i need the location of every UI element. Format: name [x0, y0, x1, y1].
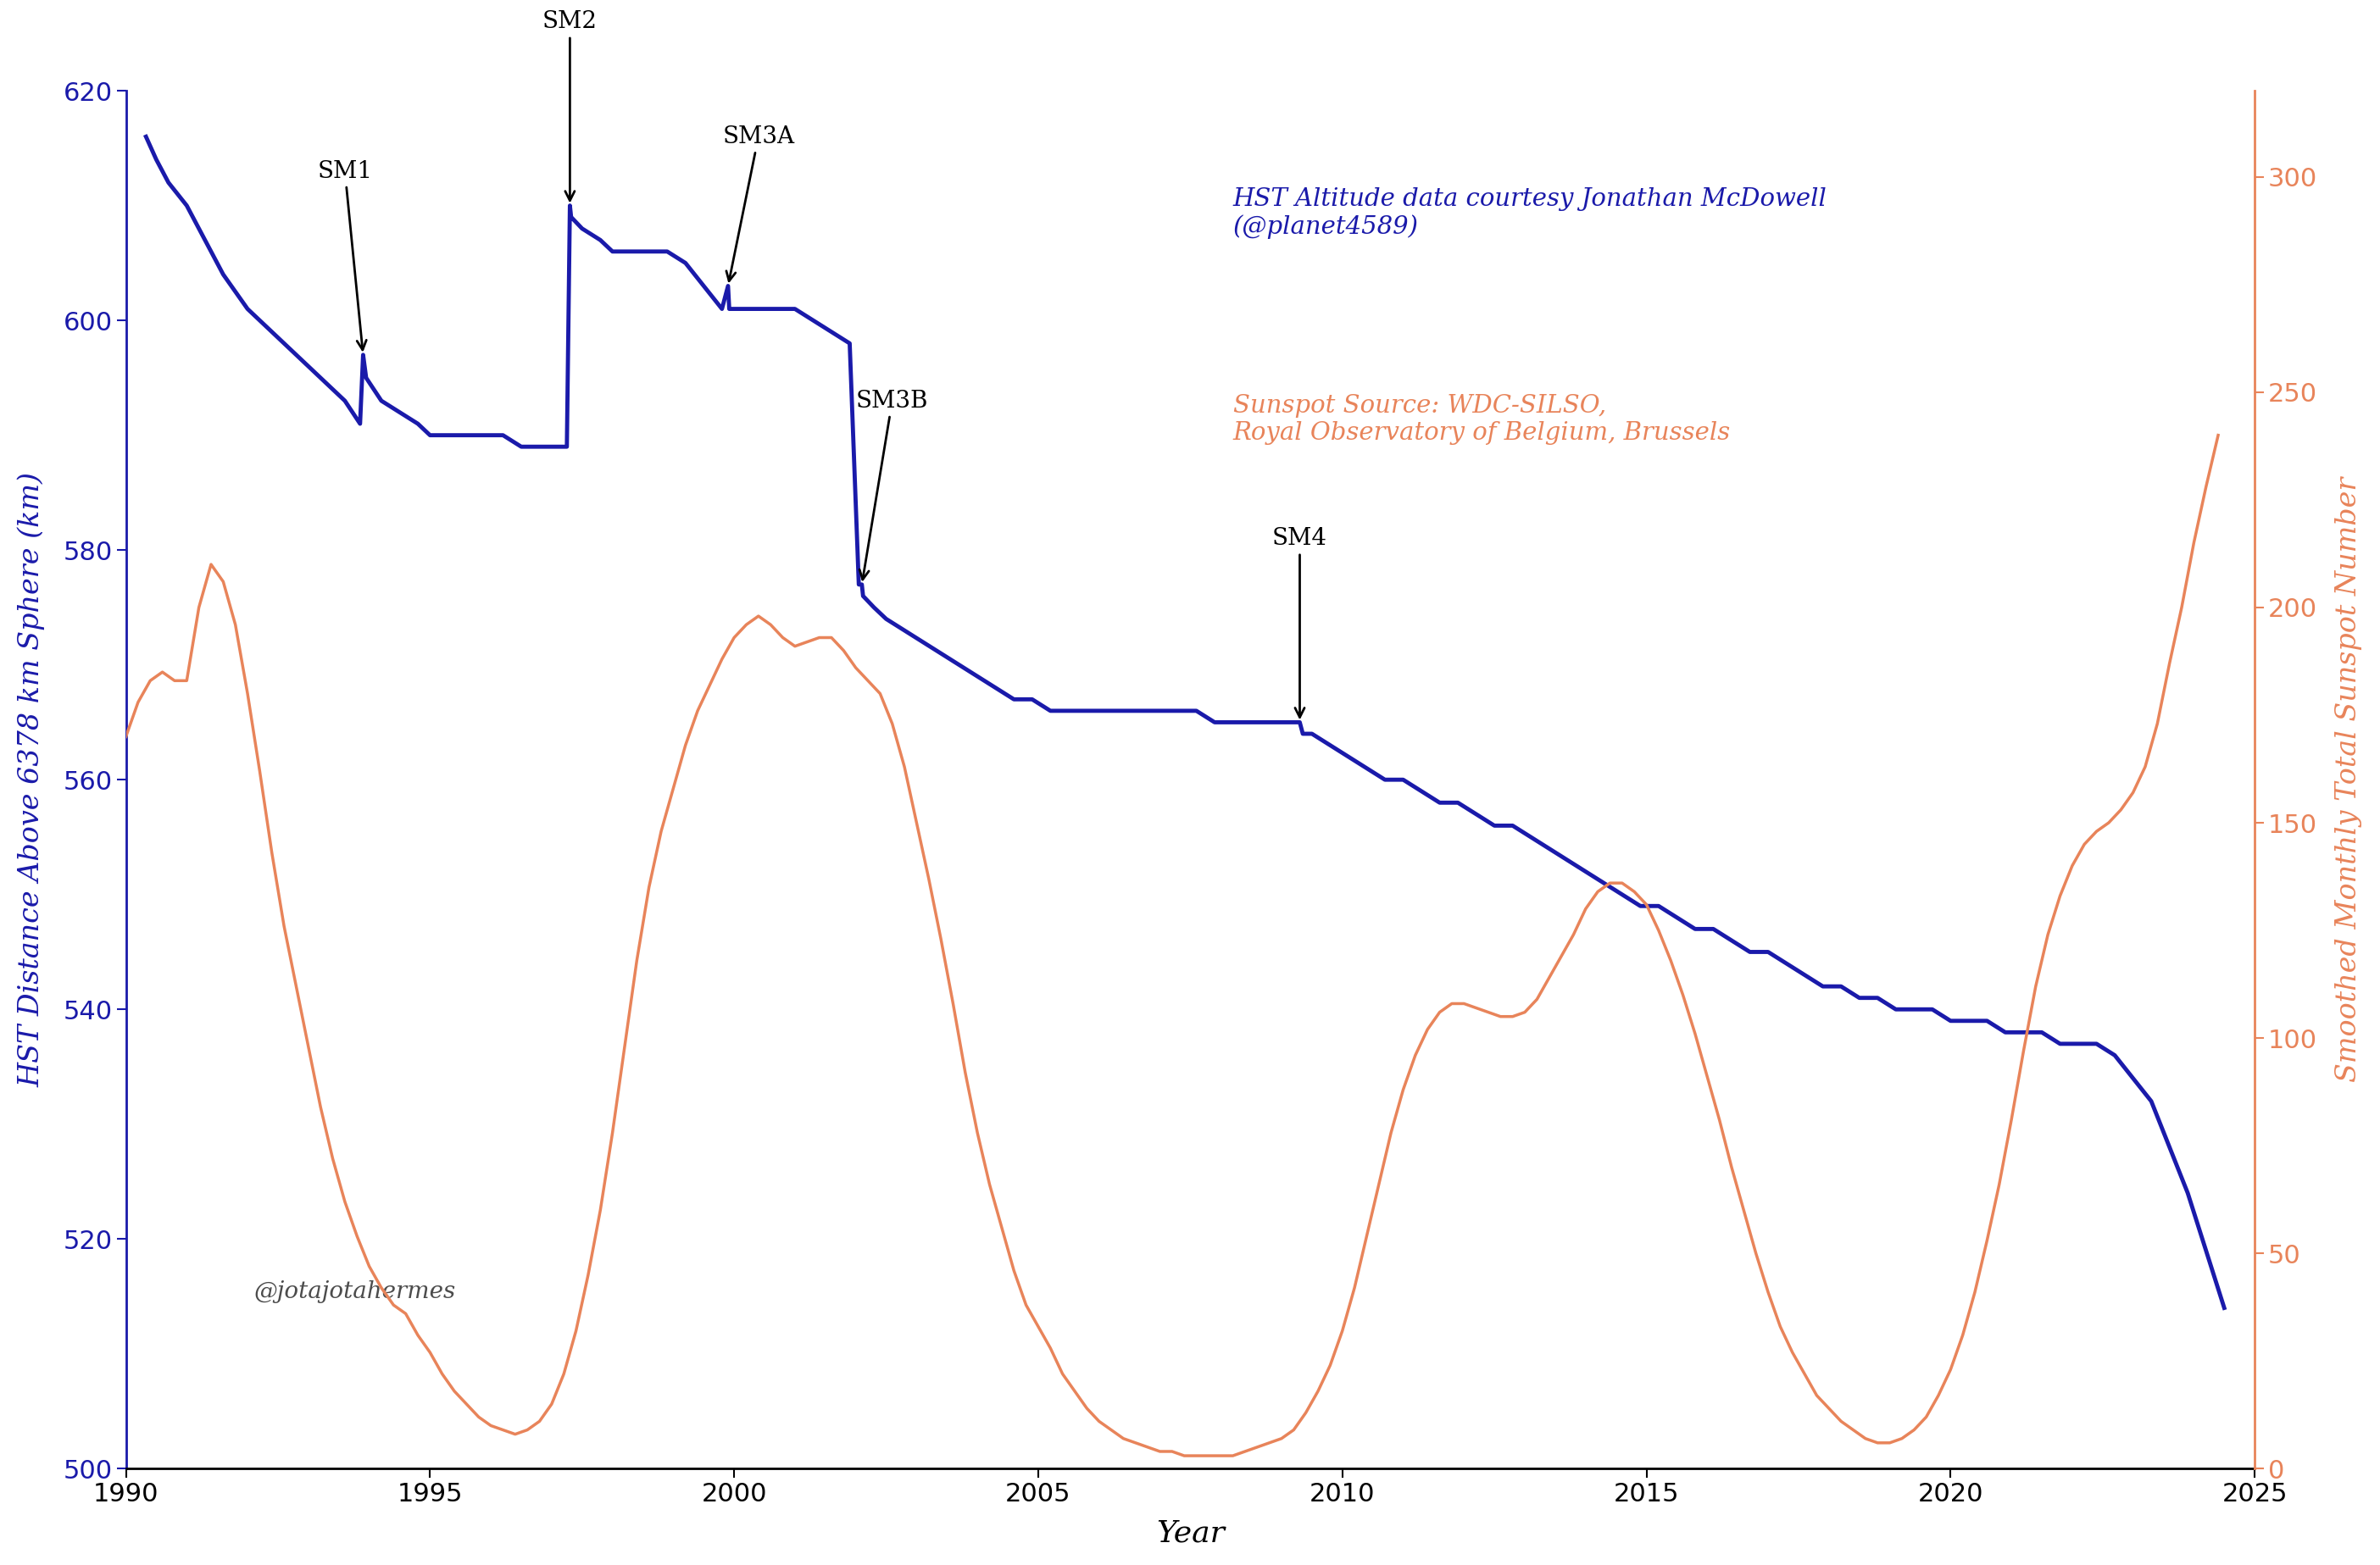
Y-axis label: HST Distance Above 6378 km Sphere (km): HST Distance Above 6378 km Sphere (km) — [17, 473, 45, 1088]
X-axis label: Year: Year — [1157, 1518, 1226, 1548]
Text: HST Altitude data courtesy Jonathan McDowell
(@planet4589): HST Altitude data courtesy Jonathan McDo… — [1233, 188, 1828, 239]
Y-axis label: Smoothed Monthly Total Sunspot Number: Smoothed Monthly Total Sunspot Number — [2335, 477, 2363, 1083]
Text: SM2: SM2 — [543, 11, 597, 200]
Text: SM1: SM1 — [317, 160, 371, 351]
Text: @jotajotahermes: @jotajotahermes — [255, 1280, 455, 1304]
Text: Sunspot Source: WDC-SILSO,
Royal Observatory of Belgium, Brussels: Sunspot Source: WDC-SILSO, Royal Observa… — [1233, 394, 1730, 444]
Text: SM4: SM4 — [1273, 527, 1328, 717]
Text: SM3A: SM3A — [724, 125, 795, 282]
Text: SM3B: SM3B — [857, 390, 928, 579]
